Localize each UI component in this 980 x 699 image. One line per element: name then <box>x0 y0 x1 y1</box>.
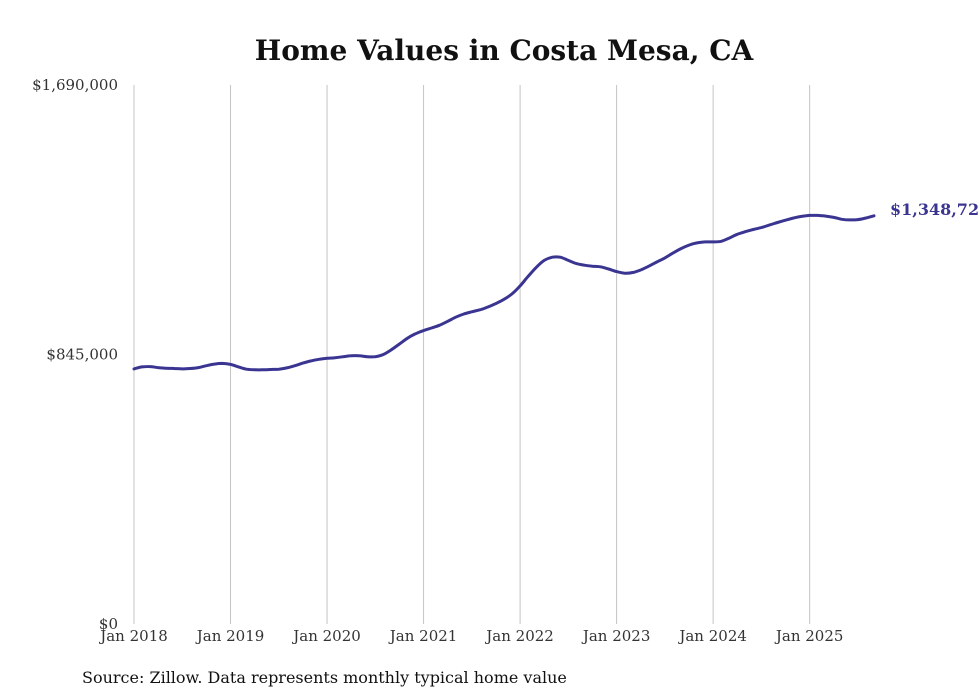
x-tick-label: Jan 2024 <box>677 627 747 645</box>
chart-title: Home Values in Costa Mesa, CA <box>255 34 755 67</box>
y-tick-label: $845,000 <box>46 346 118 364</box>
x-tick-label: Jan 2020 <box>291 627 361 645</box>
series-line <box>134 215 874 370</box>
y-tick-label: $1,690,000 <box>32 76 118 94</box>
x-tick-label: Jan 2023 <box>581 627 651 645</box>
x-tick-label: Jan 2025 <box>774 627 844 645</box>
x-tick-label: Jan 2022 <box>484 627 554 645</box>
y-axis-ticks: $0$845,000$1,690,000 <box>32 76 118 633</box>
source-note: Source: Zillow. Data represents monthly … <box>82 668 567 687</box>
x-tick-label: Jan 2018 <box>98 627 168 645</box>
x-tick-label: Jan 2021 <box>388 627 458 645</box>
end-value-label: $1,348,725 <box>890 200 980 219</box>
x-axis-ticks: Jan 2018 Jan 2019 Jan 2020 Jan 2021 Jan 2022… <box>98 627 843 645</box>
x-tick-label: Jan 2019 <box>195 627 265 645</box>
gridlines <box>134 85 810 624</box>
